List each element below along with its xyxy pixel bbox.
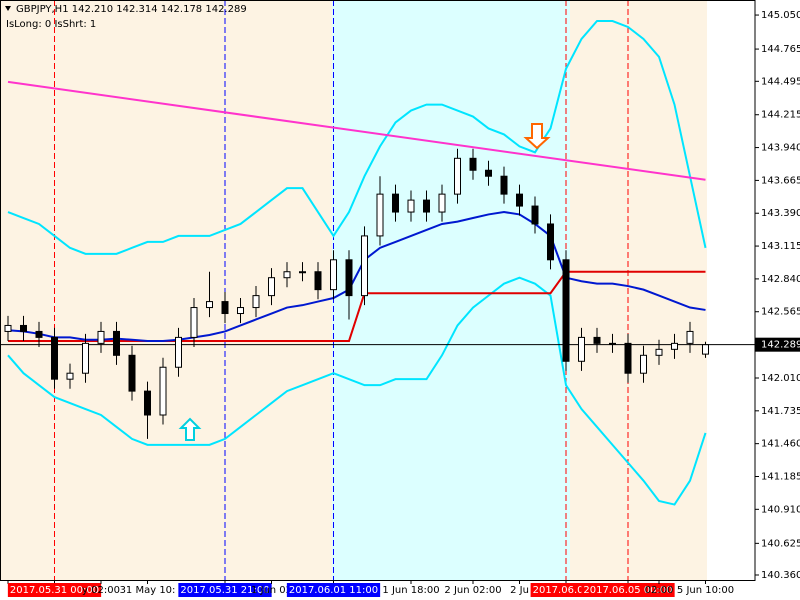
candle-body: [66, 372, 74, 380]
y-tick-label: 142.840: [761, 274, 800, 285]
candle-body: [376, 193, 384, 237]
y-tick-label: 142.010: [761, 373, 800, 384]
x-label-highlight: [7, 583, 102, 597]
candle-body: [686, 330, 694, 344]
candle-body: [175, 336, 182, 368]
plot-area: [0, 0, 755, 580]
y-tick-label: 145.050: [761, 10, 800, 21]
y-tick-label: 140.910: [761, 504, 800, 515]
plot-border: [0, 0, 756, 581]
candle-body: [578, 336, 585, 362]
indicator-status: IsLong: 0 IsShrt: 1: [6, 19, 96, 30]
x-tick-label: 2017.05.31 21:00: [180, 585, 269, 596]
candle-body: [361, 235, 368, 297]
session-shade: [0, 0, 332, 580]
indicator-line: [8, 270, 706, 342]
candle-body: [314, 271, 322, 291]
x-tick-label: 31 May 10:: [120, 585, 176, 596]
candle-body: [113, 330, 120, 356]
candle-body: [671, 342, 678, 350]
y-tick-label: 143.665: [761, 175, 800, 186]
current-price-label: 142.289: [761, 340, 800, 351]
chart-header: GBPJPY,H1 142.210 142.314 142.178 142.28…: [16, 4, 247, 15]
candle-body: [407, 199, 415, 213]
candle-body: [20, 324, 27, 332]
candle-body: [221, 301, 229, 315]
session-shade: [332, 0, 570, 580]
candle-body: [268, 277, 275, 297]
candle-body: [423, 199, 430, 213]
x-tick-label: 1 Jun 18:00: [382, 585, 439, 596]
candle-body: [454, 157, 461, 195]
indicator-line: [7, 211, 706, 342]
candle-body: [144, 390, 151, 416]
x-tick-label: 2017.06.01 11:00: [289, 585, 378, 596]
candle-body: [330, 259, 337, 291]
candle-body: [345, 259, 353, 297]
candle-body: [159, 366, 167, 416]
x-tick-label: 02:00: [645, 585, 674, 596]
y-tick-label: 144.495: [761, 76, 800, 87]
candle-body: [237, 307, 244, 315]
trendline: [7, 80, 706, 181]
x-label-highlight: [286, 583, 381, 597]
sell-arrow: [523, 123, 551, 150]
x-tick-label: 2017.06.05 00:00: [583, 585, 672, 596]
x-tick-label: 5 Jun 10:00: [677, 585, 734, 596]
candle-body: [516, 193, 523, 207]
x-tick-label: 2 Jun 02:00: [444, 585, 501, 596]
current-price-box: [755, 337, 800, 352]
candle-body: [190, 307, 198, 338]
candle-body: [128, 354, 136, 392]
x-tick-label: 2017.06.02 1: [533, 585, 600, 596]
candle-body: [97, 330, 105, 344]
y-tick-label: 141.185: [761, 471, 800, 482]
y-tick-label: 143.390: [761, 208, 800, 219]
candle-body: [531, 205, 539, 225]
x-label-highlight: [178, 583, 272, 597]
candle-body: [547, 223, 554, 261]
candle-body: [469, 157, 477, 171]
candle-body: [593, 336, 601, 344]
candle-body: [438, 193, 446, 213]
candle-body: [655, 348, 663, 356]
candle-body: [82, 342, 89, 374]
y-tick-label: 144.215: [761, 110, 800, 121]
candle-body: [252, 295, 260, 309]
y-tick-label: 144.765: [761, 44, 800, 55]
y-tick-label: 143.940: [761, 143, 800, 154]
collapse-icon: [5, 6, 11, 11]
candle-body: [35, 330, 43, 338]
y-tick-label: 143.115: [761, 241, 800, 252]
x-tick-label: 2017.05.31 00:00: [10, 585, 99, 596]
y-tick-label: 140.625: [761, 538, 800, 549]
candle-body: [206, 301, 213, 309]
candle-body: [640, 354, 647, 374]
y-tick-label: 140.360: [761, 570, 800, 581]
candle-body: [392, 193, 399, 213]
candle-body: [51, 336, 58, 380]
x-tick-label: 1 Jun 02: [251, 585, 292, 596]
candle-body: [562, 259, 570, 362]
candle-body: [609, 342, 616, 345]
x-tick-label: y 02:00: [82, 585, 120, 596]
candle-body: [283, 271, 291, 279]
candle-body: [702, 344, 709, 355]
candle-body: [4, 324, 12, 332]
candle-body: [500, 175, 508, 195]
buy-arrow: [178, 417, 202, 441]
candle-body: [299, 271, 306, 274]
x-label-highlight: [581, 583, 675, 597]
y-tick-label: 142.565: [761, 307, 800, 318]
indicator-line: [7, 276, 707, 506]
candle-body: [485, 169, 492, 177]
indicator-line: [7, 20, 707, 255]
x-tick-label: 2 Ju: [510, 585, 529, 596]
y-tick-label: 141.735: [761, 406, 800, 417]
y-tick-label: 141.460: [761, 439, 800, 450]
session-shade: [570, 0, 707, 580]
candle-body: [624, 342, 632, 374]
